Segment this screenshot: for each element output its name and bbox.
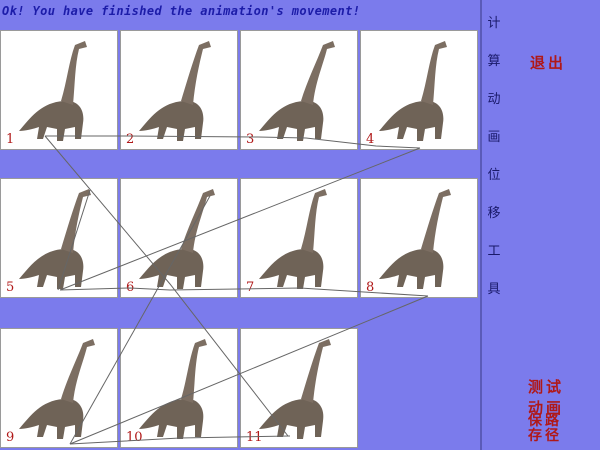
dinosaur-neck (421, 41, 447, 105)
frame-cell[interactable]: 2 (120, 30, 238, 150)
dinosaur-neck (181, 189, 215, 253)
dinosaur-neck (301, 189, 327, 253)
panel-divider (480, 0, 482, 450)
save-path-label-2: 存径 (528, 428, 562, 444)
dinosaur-image (259, 41, 335, 141)
dinosaur-image (19, 339, 95, 439)
dinosaur-neck (421, 189, 451, 253)
dinosaur-image (19, 189, 91, 289)
frame-number: 11 (246, 430, 263, 445)
frame-number: 7 (246, 280, 255, 295)
frame-number: 3 (246, 132, 255, 147)
save-path-label: 保路 (528, 413, 562, 429)
dinosaur-body (139, 248, 204, 289)
test-animation-button[interactable]: 测试 动画 (528, 376, 564, 418)
title-char: 动 (487, 92, 501, 107)
dinosaur-image (139, 189, 215, 289)
dinosaur-neck (181, 41, 211, 105)
frame-cell[interactable]: 3 (240, 30, 358, 150)
frame-number: 1 (6, 132, 15, 147)
dinosaur-body (19, 398, 84, 439)
frame-cell[interactable]: 1 (0, 30, 118, 150)
dinosaur-neck (61, 41, 87, 105)
frame-cell[interactable]: 9 (0, 328, 118, 448)
frame-cell[interactable]: 11 (240, 328, 358, 448)
dinosaur-body (379, 100, 444, 141)
frame-number: 5 (6, 280, 15, 295)
title-char: 算 (487, 54, 501, 69)
test-animation-label: 测试 (528, 378, 565, 396)
frame-cell[interactable]: 5 (0, 178, 118, 298)
dinosaur-body (259, 248, 324, 289)
dinosaur-neck (301, 41, 335, 105)
frame-number: 6 (126, 280, 135, 295)
title-char: 工 (487, 244, 501, 259)
test-animation-label-2: 动画 (528, 399, 565, 417)
title-char: 具 (487, 282, 501, 297)
dinosaur-image (139, 41, 211, 141)
dinosaur-body (259, 100, 324, 141)
frame-number: 2 (126, 132, 135, 147)
frame-cell[interactable]: 4 (360, 30, 478, 150)
dinosaur-body (19, 100, 84, 141)
dinosaur-body (379, 248, 444, 289)
frame-cell[interactable]: 8 (360, 178, 478, 298)
frame-number: 8 (366, 280, 375, 295)
dinosaur-image (19, 41, 87, 141)
title-char: 移 (487, 206, 501, 221)
frame-cell[interactable]: 7 (240, 178, 358, 298)
title-char: 计 (487, 16, 501, 31)
title-char: 位 (487, 168, 501, 183)
dinosaur-body (139, 100, 204, 141)
dinosaur-neck (301, 339, 331, 403)
dinosaur-body (139, 398, 204, 439)
status-message: Ok! You have finished the animation's mo… (2, 4, 361, 18)
dinosaur-image (379, 189, 451, 289)
dinosaur-image (259, 189, 327, 289)
dinosaur-image (379, 41, 447, 141)
dinosaur-neck (61, 339, 95, 403)
frame-number: 9 (6, 430, 15, 445)
save-path-button[interactable]: 保路 存径 (528, 414, 562, 444)
frame-number: 10 (126, 430, 143, 445)
dinosaur-neck (181, 339, 207, 403)
frame-cell[interactable]: 10 (120, 328, 238, 448)
title-char: 画 (487, 130, 501, 145)
exit-button[interactable]: 退出 (530, 54, 567, 72)
frame-cell[interactable]: 6 (120, 178, 238, 298)
tool-title: 计 算 动 画 位 移 工 具 (485, 12, 503, 297)
dinosaur-neck (61, 189, 91, 253)
dinosaur-body (259, 398, 324, 439)
frame-number: 4 (366, 132, 375, 147)
dinosaur-body (19, 248, 84, 289)
